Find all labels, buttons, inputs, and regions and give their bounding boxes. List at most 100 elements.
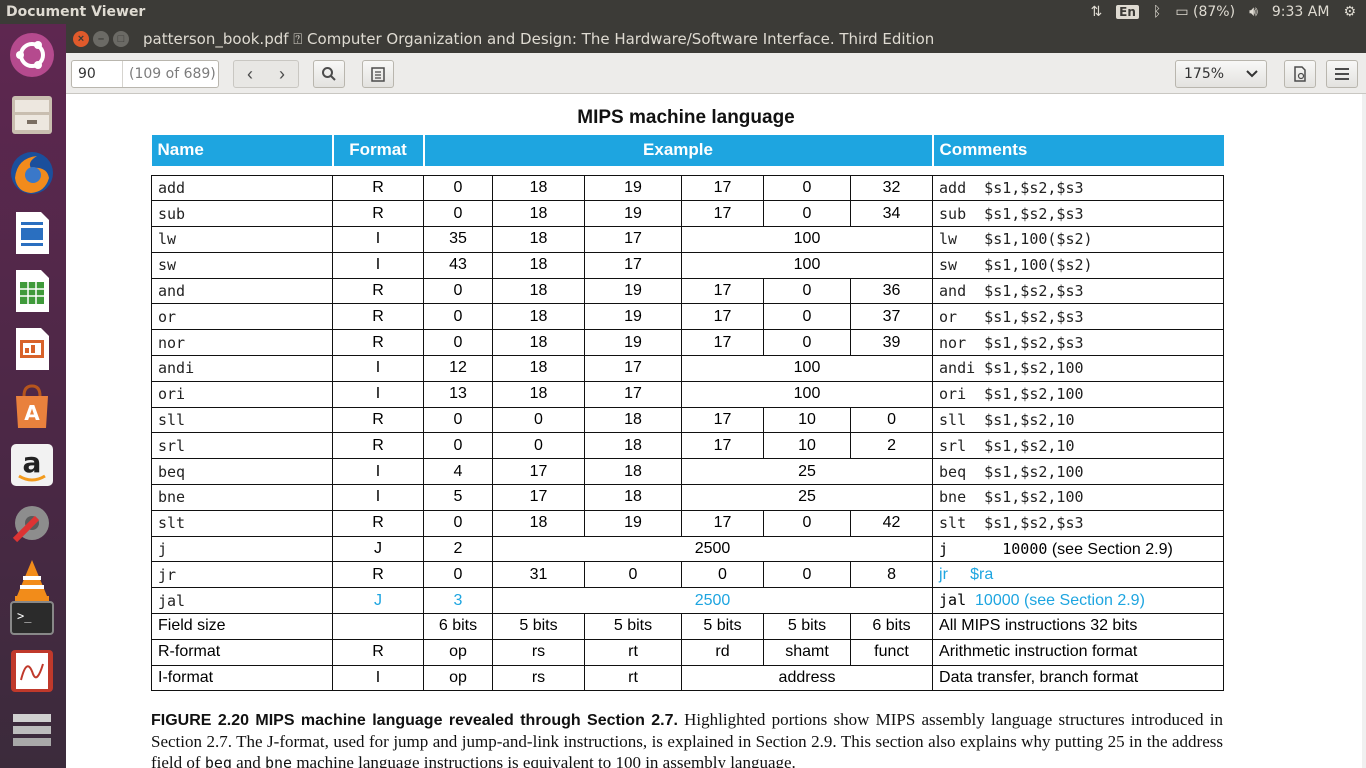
bluetooth-icon[interactable]: ᛒ (1152, 4, 1162, 20)
instruction-name: jal (151, 587, 333, 615)
instruction-format: I (332, 226, 424, 253)
gear-icon[interactable]: ⚙ (1343, 4, 1356, 20)
workspaces-icon[interactable] (5, 704, 59, 758)
table-body: add R 0 18 19 17 0 32 add $s1,$s2,$s3 sub R 0 18 19 17… (151, 167, 1225, 692)
writer-icon[interactable] (5, 206, 59, 260)
instruction-comment: slt $s1,$s2,$s3 (932, 509, 1225, 537)
field-value: 0 (849, 406, 934, 434)
table-row: sw I 43 18 17 100 sw $s1,100($s2) (151, 251, 1225, 279)
svg-text:A: A (24, 401, 40, 425)
field-size: 5 bits (584, 613, 682, 640)
instruction-name: bne (151, 484, 333, 511)
field-value: 0 (763, 303, 851, 331)
clock[interactable]: 9:33 AM (1271, 4, 1330, 20)
titlebar: × – □ patterson_book.pdf ⍰ Computer Orga… (66, 24, 1366, 53)
document-page[interactable]: MIPS machine language Name Format Exampl… (66, 94, 1366, 768)
table-row: or R 0 18 19 17 0 37 or $s1,$s2,$s3 (151, 303, 1225, 331)
comment-code: jal (939, 591, 967, 610)
page-mode-button[interactable] (1284, 60, 1316, 88)
address-value: 2500 (491, 587, 934, 615)
zoom-value: 175% (1184, 66, 1225, 82)
instruction-format: I (332, 458, 424, 486)
firefox-icon[interactable] (5, 146, 59, 200)
battery-indicator[interactable]: ▭ (87%) (1175, 4, 1235, 20)
field-value: 18 (492, 226, 585, 253)
field-value: 19 (584, 200, 682, 228)
field-value: 42 (849, 509, 934, 537)
field-value: 12 (423, 355, 493, 382)
search-button[interactable] (313, 60, 345, 88)
field-value: 10 (763, 432, 851, 460)
impress-icon[interactable] (5, 322, 59, 376)
field-value: 0 (423, 406, 493, 434)
table-row-j: j J 2 2500 j 10000 (see Section 2.9) (151, 535, 1225, 563)
document-viewer-window: × – □ patterson_book.pdf ⍰ Computer Orga… (66, 24, 1366, 768)
system-settings-icon[interactable] (5, 496, 59, 550)
field-value: 2 (423, 535, 493, 563)
row-label: Field size (151, 613, 333, 640)
instruction-comment: bne $s1,$s2,100 (932, 484, 1225, 511)
ubuntu-dash-icon[interactable] (5, 28, 59, 82)
instruction-format: J (332, 535, 424, 563)
minimize-button[interactable]: – (93, 30, 109, 47)
menu-button[interactable] (1326, 60, 1358, 88)
field-value: 18 (584, 406, 682, 434)
instruction-format: R (332, 200, 424, 228)
scrollbar[interactable] (1362, 94, 1366, 768)
keyboard-indicator[interactable]: En (1116, 5, 1139, 19)
vlc-icon[interactable] (5, 554, 59, 608)
table-row: andi I 12 18 17 100 andi $s1,$s2,100 (151, 355, 1225, 382)
indicators: ⇅ En ᛒ ▭ (87%) 🔊︎ 9:33 AM ⚙ (1090, 4, 1356, 20)
instruction-name: ori (151, 380, 333, 408)
clipboard-icon (371, 67, 385, 82)
software-center-icon[interactable]: A (5, 380, 59, 434)
next-page-button[interactable]: › (279, 64, 285, 85)
maximize-button[interactable]: □ (113, 30, 129, 47)
instruction-name: andi (151, 355, 333, 382)
instruction-comment: jal 10000 (see Section 2.9) (932, 587, 1225, 615)
field-value: 17 (681, 509, 764, 537)
app-name: Document Viewer (6, 4, 146, 20)
previous-page-button[interactable]: ‹ (247, 64, 253, 85)
field-value: 18 (492, 277, 585, 305)
header-name: Name (151, 135, 334, 169)
field-value: 18 (492, 329, 585, 357)
field-value: 18 (492, 355, 585, 382)
instruction-name: srl (151, 432, 333, 460)
volume-icon[interactable]: 🔊︎ (1249, 4, 1258, 20)
field-value: 4 (423, 458, 493, 486)
instruction-format: R (332, 174, 424, 202)
field-value: 19 (584, 329, 682, 357)
annotations-button[interactable] (362, 60, 394, 88)
close-button[interactable]: × (73, 30, 89, 47)
instruction-format: I (332, 664, 424, 692)
files-icon[interactable] (5, 88, 59, 142)
instruction-format: R (332, 638, 424, 666)
instruction-comment: lw $s1,100($s2) (932, 226, 1225, 253)
table-row: srl R 0 0 18 17 10 2 srl $s1,$s2,10 (151, 432, 1225, 460)
table-row-jal: jal J 3 2500 jal 10000 (see Section 2.9) (151, 587, 1225, 615)
field-name: rd (681, 638, 764, 666)
amazon-icon[interactable]: a (5, 438, 59, 492)
terminal-icon[interactable]: >_ (5, 598, 59, 638)
instruction-name: slt (151, 509, 333, 537)
calc-icon[interactable] (5, 264, 59, 318)
field-size: 5 bits (492, 613, 585, 640)
table-row: lw I 35 18 17 100 lw $s1,100($s2) (151, 226, 1225, 253)
network-icon[interactable]: ⇅ (1090, 4, 1103, 20)
field-value: 17 (681, 406, 764, 434)
caption-text-1: Highlighted portions show MIPS assembly … (151, 710, 1223, 768)
comment-text: 10000 (see Section 2.9) (975, 592, 1145, 610)
zoom-select[interactable]: 175% (1175, 60, 1267, 88)
document-viewer-icon[interactable] (5, 644, 59, 698)
row-comment: All MIPS instructions 32 bits (932, 613, 1225, 640)
page-number-input[interactable] (72, 66, 122, 82)
field-value: 19 (584, 509, 682, 537)
field-value: 0 (423, 200, 493, 228)
field-value: 0 (492, 432, 585, 460)
mips-machine-language-table: Name Format Example Comments add R 0 18 19 17… (151, 135, 1225, 692)
immediate-value: 25 (680, 484, 934, 511)
field-name: rt (584, 664, 682, 692)
field-value: 0 (423, 432, 493, 460)
table-row-jr: jr R 0 31 0 0 0 8 jr $ra (151, 561, 1225, 589)
